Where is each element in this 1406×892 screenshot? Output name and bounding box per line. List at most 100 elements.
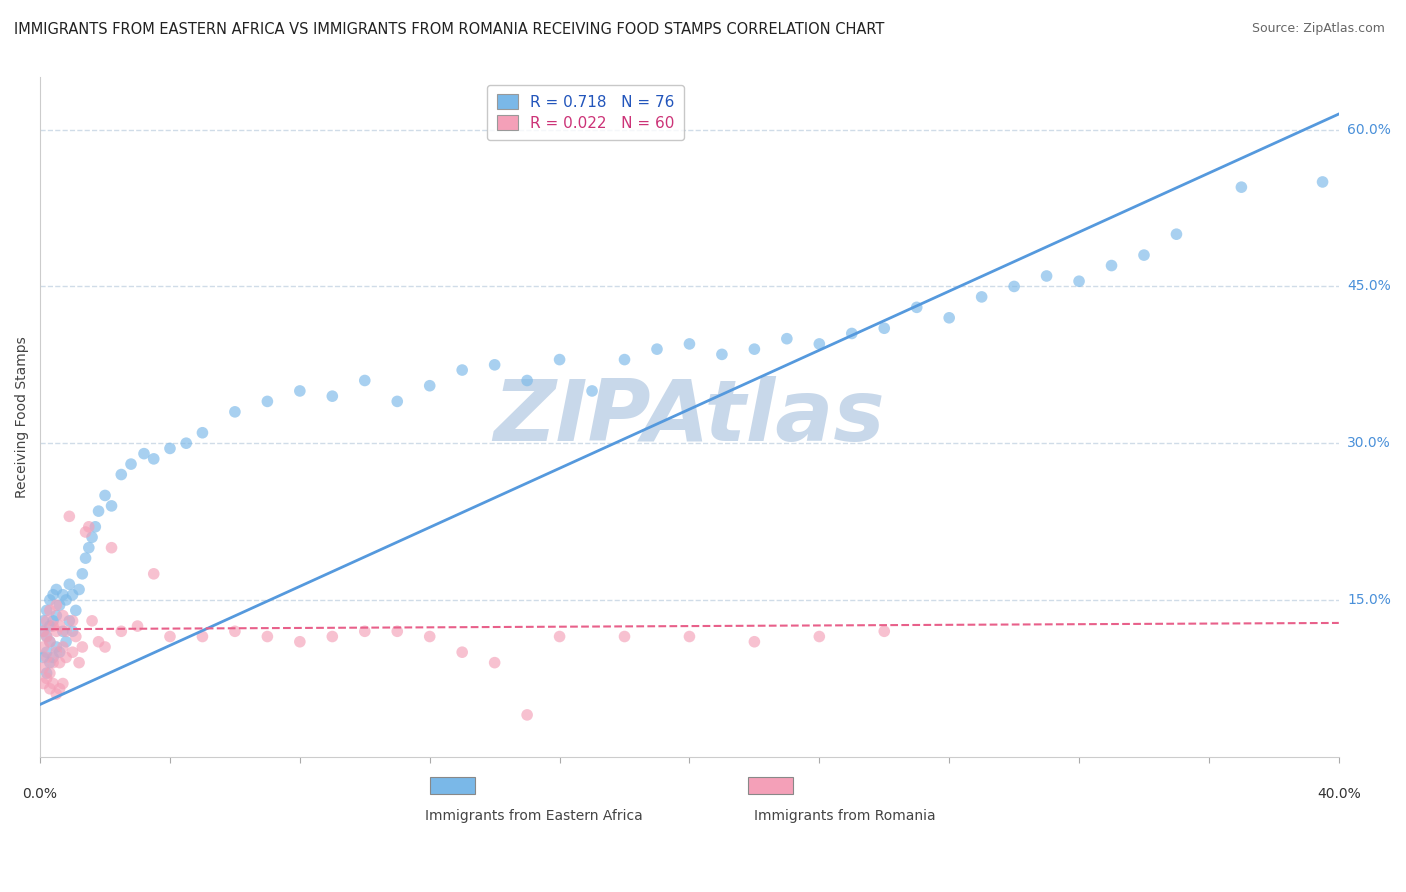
Point (1067, 274, 1090, 288)
FancyBboxPatch shape (430, 777, 475, 794)
Point (52, 588, 75, 602)
Text: Source: ZipAtlas.com: Source: ZipAtlas.com (1251, 22, 1385, 36)
Point (678, 337, 700, 351)
Point (48, 656, 70, 670)
Point (32, 624, 55, 639)
Point (100, 541, 122, 555)
Text: Immigrants from Romania: Immigrants from Romania (755, 809, 936, 823)
Point (35, 671, 58, 685)
Point (52, 640, 75, 654)
Point (970, 290, 993, 304)
Point (65, 630, 87, 644)
Point (110, 624, 132, 639)
Point (1101, 259, 1123, 273)
Text: 30.0%: 30.0% (1347, 436, 1391, 450)
Point (32, 676, 55, 690)
Point (38, 681, 60, 696)
Text: IMMIGRANTS FROM EASTERN AFRICA VS IMMIGRANTS FROM ROMANIA RECEIVING FOOD STAMPS : IMMIGRANTS FROM EASTERN AFRICA VS IMMIGR… (14, 22, 884, 37)
Point (387, 624, 409, 639)
Text: 40.0%: 40.0% (1317, 788, 1361, 801)
Text: 0.0%: 0.0% (22, 788, 58, 801)
Point (32, 640, 55, 654)
Point (288, 634, 311, 648)
Point (808, 630, 831, 644)
Point (62, 614, 84, 628)
Point (52, 608, 75, 623)
Point (353, 624, 375, 639)
Point (45, 598, 67, 612)
Point (1166, 227, 1188, 242)
Point (321, 389, 343, 403)
Point (38, 634, 60, 648)
Point (45, 645, 67, 659)
Point (80, 614, 103, 628)
Point (75, 524, 97, 539)
Point (67, 656, 90, 670)
Point (613, 630, 636, 644)
Point (58, 509, 80, 524)
Point (191, 630, 214, 644)
Point (905, 301, 928, 315)
Point (710, 347, 733, 361)
Point (45, 608, 67, 623)
Point (321, 630, 343, 644)
Point (38, 634, 60, 648)
Point (1002, 279, 1025, 293)
Point (58, 577, 80, 591)
Point (548, 352, 571, 367)
Point (35, 666, 58, 681)
Point (75, 551, 97, 566)
Point (42, 614, 65, 628)
Point (55, 650, 77, 665)
Point (38, 656, 60, 670)
Point (224, 405, 246, 419)
Point (808, 337, 831, 351)
Point (80, 530, 103, 544)
Point (52, 676, 75, 690)
Point (581, 384, 603, 398)
Point (48, 645, 70, 659)
Point (174, 436, 197, 450)
Text: 15.0%: 15.0% (1347, 593, 1391, 607)
Point (38, 666, 60, 681)
Point (159, 630, 181, 644)
Point (62, 624, 84, 639)
Point (35, 614, 58, 628)
Point (873, 624, 896, 639)
Point (38, 619, 60, 633)
Point (224, 624, 246, 639)
Point (1133, 248, 1156, 262)
Point (35, 630, 58, 644)
Point (45, 640, 67, 654)
Point (938, 310, 960, 325)
Point (110, 467, 132, 482)
Point (72, 566, 94, 581)
Point (94, 488, 117, 502)
Point (48, 619, 70, 633)
Point (62, 588, 84, 602)
Point (87, 634, 110, 648)
Point (645, 342, 668, 356)
Point (48, 598, 70, 612)
Point (32, 624, 55, 639)
Point (42, 676, 65, 690)
Point (94, 640, 117, 654)
Point (484, 358, 506, 372)
Point (613, 352, 636, 367)
Point (38, 593, 60, 607)
Point (419, 630, 441, 644)
Point (516, 374, 538, 388)
Point (288, 384, 311, 398)
Point (127, 619, 149, 633)
Text: ZIPAtlas: ZIPAtlas (494, 376, 886, 458)
Point (55, 593, 77, 607)
Point (67, 582, 90, 597)
Point (100, 499, 122, 513)
Point (77, 520, 100, 534)
Point (744, 342, 766, 356)
Point (548, 630, 571, 644)
Point (45, 582, 67, 597)
Point (84, 520, 107, 534)
Text: 60.0%: 60.0% (1347, 123, 1391, 136)
Point (35, 650, 58, 665)
